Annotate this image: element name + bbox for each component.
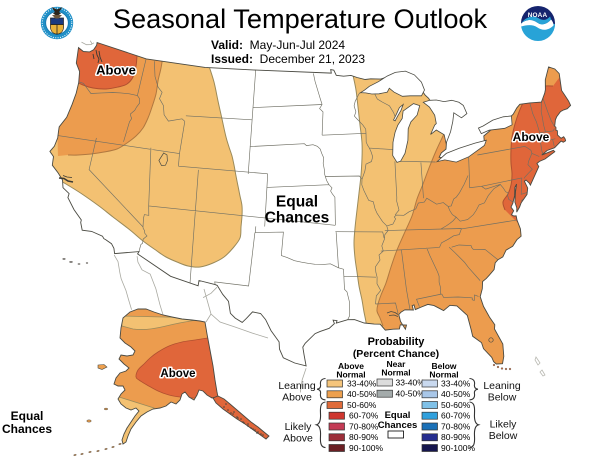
svg-text:Below: Below [431, 361, 456, 371]
svg-text:Leaning: Leaning [278, 380, 316, 392]
svg-text:33-40%: 33-40% [347, 378, 377, 388]
svg-text:80-90%: 80-90% [349, 432, 379, 442]
svg-text:Above: Above [160, 368, 195, 380]
svg-text:Equal: Equal [385, 410, 411, 421]
svg-text:40-50%: 40-50% [396, 389, 426, 399]
svg-text:50-60%: 50-60% [441, 400, 471, 410]
svg-text:Near: Near [387, 359, 407, 369]
svg-text:Chances: Chances [2, 422, 52, 436]
svg-text:33-40%: 33-40% [441, 378, 471, 388]
svg-text:Equal: Equal [276, 194, 318, 211]
svg-text:80-90%: 80-90% [441, 432, 471, 442]
svg-text:Below: Below [489, 430, 518, 442]
svg-text:Above: Above [96, 63, 136, 78]
svg-text:40-50%: 40-50% [441, 389, 471, 399]
svg-text:Above: Above [96, 63, 136, 78]
svg-text:Likely: Likely [285, 421, 313, 433]
svg-text:Chances: Chances [265, 210, 330, 227]
svg-text:60-70%: 60-70% [441, 411, 471, 421]
svg-text:Above: Above [513, 130, 550, 144]
svg-text:Below: Below [488, 392, 517, 404]
svg-text:Above: Above [160, 368, 195, 380]
svg-text:90-100%: 90-100% [441, 443, 475, 453]
svg-text:40-50%: 40-50% [347, 389, 377, 399]
svg-text:Above: Above [282, 392, 312, 404]
svg-text:50-60%: 50-60% [347, 400, 377, 410]
svg-text:Normal: Normal [429, 370, 458, 380]
svg-text:Probability: Probability [368, 336, 426, 348]
svg-text:60-70%: 60-70% [349, 411, 379, 421]
svg-text:Equal: Equal [11, 409, 44, 423]
svg-text:Above: Above [513, 130, 550, 144]
svg-text:Normal: Normal [381, 368, 410, 378]
svg-text:Likely: Likely [490, 419, 518, 431]
svg-text:Normal: Normal [336, 370, 365, 380]
svg-text:Chances: Chances [378, 420, 418, 431]
svg-text:NOAA: NOAA [528, 12, 548, 19]
svg-text:70-80%: 70-80% [349, 421, 379, 431]
svg-text:33-40%: 33-40% [396, 377, 426, 387]
svg-text:Above: Above [338, 361, 364, 371]
svg-text:90-100%: 90-100% [349, 443, 383, 453]
svg-text:Leaning: Leaning [483, 380, 521, 392]
svg-text:Above: Above [283, 433, 313, 445]
svg-text:70-80%: 70-80% [441, 421, 471, 431]
svg-text:(Percent Chance): (Percent Chance) [353, 348, 439, 360]
